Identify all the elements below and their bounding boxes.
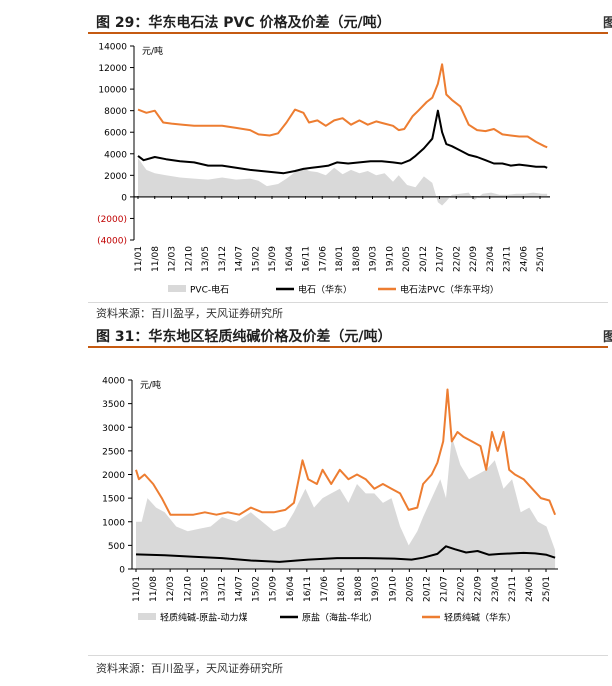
x-tick-label: 14/07: [235, 246, 245, 272]
x-tick-label: 22/09: [474, 576, 484, 602]
x-tick-label: 15/02: [252, 576, 262, 602]
chart-pvc: 14000 12000 10000 8000 6000 4000 2000 0 (2000) (4…: [97, 43, 550, 296]
x-tick-label: 25/01: [536, 246, 546, 272]
figure-29-source: 资料来源：百川盈孚，天风证券研究所: [96, 307, 283, 320]
x-tick-label: 18/08: [352, 246, 362, 272]
y-tick-label: 4000: [104, 150, 127, 160]
y-tick-label: 10000: [98, 86, 127, 96]
y-tick-label: 2000: [102, 471, 125, 481]
y-tick-label: 2000: [104, 172, 127, 182]
x-tick-label: 14/07: [235, 576, 245, 602]
y-tick-label: (4000): [97, 237, 127, 247]
x-tick-label: 16/04: [285, 246, 295, 272]
series-line-2: [135, 388, 557, 516]
x-tick-label: 15/09: [269, 576, 279, 602]
series-line-1: [137, 109, 548, 175]
x-tick-label: 16/04: [286, 576, 296, 602]
x-tick-label: 19/10: [385, 246, 395, 272]
x-tick-label: 19/03: [369, 246, 379, 272]
x-tick-label: 15/09: [268, 246, 278, 272]
x-tick-label: 18/01: [337, 576, 347, 602]
x-tick-label: 16/11: [303, 576, 313, 602]
series-line-1: [135, 545, 556, 563]
x-tick-label: 13/12: [218, 246, 228, 272]
y-tick-label: 2500: [102, 447, 125, 457]
series-line-2: [137, 63, 548, 149]
x-tick-label: 23/04: [486, 246, 496, 272]
x-tick-label: 11/08: [149, 576, 159, 602]
x-tick-label: 12/10: [184, 246, 194, 272]
figure-31-title: 图 31：华东地区轻质纯碱价格及价差（元/吨）: [96, 329, 392, 345]
x-tick-label: 20/05: [405, 576, 415, 602]
x-tick-label: 23/11: [503, 246, 513, 272]
legend-swatch-0: [138, 613, 156, 620]
y-tick-label: (2000): [97, 215, 127, 225]
x-tick-label: 19/03: [371, 576, 381, 602]
x-tick-label: 13/05: [200, 576, 210, 602]
figure-31-source: 资料来源：百川盈孚，天风证券研究所: [96, 662, 283, 675]
adjacent-figure-marker: 图: [603, 16, 612, 31]
legend-swatch-0: [168, 285, 186, 292]
x-tick-label: 24/06: [525, 576, 535, 602]
y-tick-label: 0: [119, 566, 125, 576]
x-tick-label: 23/04: [491, 576, 501, 602]
x-tick-label: 24/06: [519, 246, 529, 272]
x-tick-label: 12/10: [183, 576, 193, 602]
x-tick-label: 12/03: [166, 576, 176, 602]
x-tick-label: 23/11: [508, 576, 518, 602]
x-tick-label: 13/05: [201, 246, 211, 272]
y-tick-label: 500: [108, 542, 125, 552]
y-unit-label: 元/吨: [142, 45, 163, 57]
y-tick-label: 8000: [104, 107, 127, 117]
x-tick-label: 20/12: [422, 576, 432, 602]
x-tick-label: 20/05: [402, 246, 412, 272]
y-unit-label: 元/吨: [140, 379, 161, 391]
x-tick-label: 21/07: [436, 246, 446, 272]
series-area-0: [138, 158, 548, 206]
x-tick-label: 11/01: [132, 576, 142, 602]
y-tick-label: 12000: [98, 64, 127, 74]
y-tick-label: 1000: [102, 518, 125, 528]
figure-29-source-rule: [88, 302, 608, 303]
x-tick-label: 17/06: [320, 576, 330, 602]
y-tick-label: 14000: [98, 43, 127, 53]
legend-label-2: 电石法PVC（华东平均）: [400, 284, 499, 296]
legend-label-0: PVC-电石: [190, 284, 229, 296]
x-tick-label: 13/12: [217, 576, 227, 602]
x-tick-label: 22/02: [457, 576, 467, 602]
x-tick-label: 19/10: [388, 576, 398, 602]
adjacent-figure-marker: 图: [603, 330, 612, 345]
x-tick-label: 12/03: [168, 246, 178, 272]
chart-soda-ash: 4000 3500 3000 2500 2000 1500 1000 500 0 元/吨 11/01…: [102, 377, 558, 624]
y-tick-label: 0: [121, 193, 127, 203]
x-tick-label: 11/01: [134, 246, 144, 272]
y-tick-label: 6000: [104, 129, 127, 139]
x-tick-label: 16/11: [302, 246, 312, 272]
y-tick-label: 1500: [102, 495, 125, 505]
x-tick-label: 18/08: [354, 576, 364, 602]
x-tick-label: 21/07: [440, 576, 450, 602]
legend-label-1: 原盐（海盐-华北）: [302, 612, 377, 624]
x-tick-label: 15/02: [251, 246, 261, 272]
y-tick-label: 3000: [102, 424, 125, 434]
x-tick-label: 25/01: [542, 576, 552, 602]
x-tick-label: 17/06: [318, 246, 328, 272]
legend-label-1: 电石（华东）: [298, 284, 352, 296]
x-tick-label: 20/12: [419, 246, 429, 272]
x-tick-label: 22/09: [469, 246, 479, 272]
figure-31-title-rule: [88, 346, 608, 348]
y-tick-label: 4000: [102, 377, 125, 387]
figure-29-title: 图 29：华东电石法 PVC 价格及价差（元/吨）: [96, 15, 391, 31]
figure-29-title-rule: [88, 32, 608, 34]
x-tick-label: 18/01: [335, 246, 345, 272]
x-tick-label: 22/02: [452, 246, 462, 272]
legend-label-0: 轻质纯碱-原盐-动力煤: [160, 612, 248, 624]
series-area-0: [136, 436, 556, 569]
legend-label-2: 轻质纯碱（华东）: [444, 612, 516, 624]
x-tick-label: 11/08: [151, 246, 161, 272]
figure-31-source-rule: [88, 655, 608, 656]
y-tick-label: 3500: [102, 400, 125, 410]
